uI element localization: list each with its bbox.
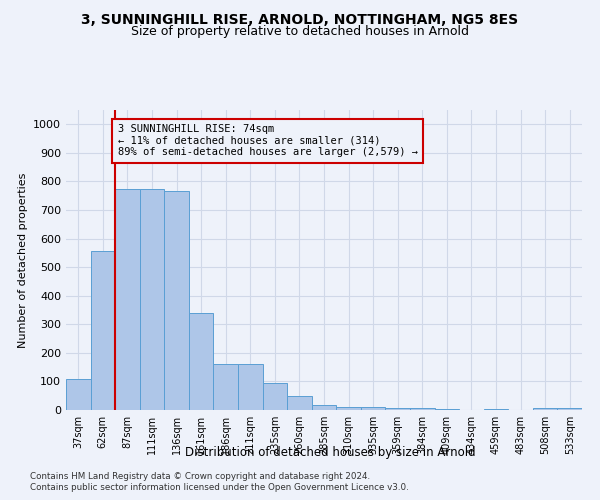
Bar: [484, 408, 508, 410]
Bar: [557, 408, 582, 410]
Bar: [140, 188, 164, 410]
Bar: [263, 383, 287, 410]
Bar: [312, 405, 336, 410]
Bar: [336, 406, 361, 410]
Bar: [189, 313, 214, 410]
Text: Contains public sector information licensed under the Open Government Licence v3: Contains public sector information licen…: [30, 484, 409, 492]
Text: 3 SUNNINGHILL RISE: 74sqm
← 11% of detached houses are smaller (314)
89% of semi: 3 SUNNINGHILL RISE: 74sqm ← 11% of detac…: [118, 124, 418, 158]
Bar: [238, 364, 263, 410]
Bar: [214, 364, 238, 410]
Y-axis label: Number of detached properties: Number of detached properties: [17, 172, 28, 348]
Text: 3, SUNNINGHILL RISE, ARNOLD, NOTTINGHAM, NG5 8ES: 3, SUNNINGHILL RISE, ARNOLD, NOTTINGHAM,…: [82, 12, 518, 26]
Bar: [361, 407, 385, 410]
Bar: [434, 408, 459, 410]
Text: Distribution of detached houses by size in Arnold: Distribution of detached houses by size …: [185, 446, 475, 459]
Bar: [91, 252, 115, 410]
Text: Contains HM Land Registry data © Crown copyright and database right 2024.: Contains HM Land Registry data © Crown c…: [30, 472, 370, 481]
Bar: [410, 408, 434, 410]
Bar: [164, 192, 189, 410]
Bar: [115, 188, 140, 410]
Bar: [287, 396, 312, 410]
Bar: [66, 378, 91, 410]
Bar: [385, 408, 410, 410]
Text: Size of property relative to detached houses in Arnold: Size of property relative to detached ho…: [131, 25, 469, 38]
Bar: [533, 408, 557, 410]
